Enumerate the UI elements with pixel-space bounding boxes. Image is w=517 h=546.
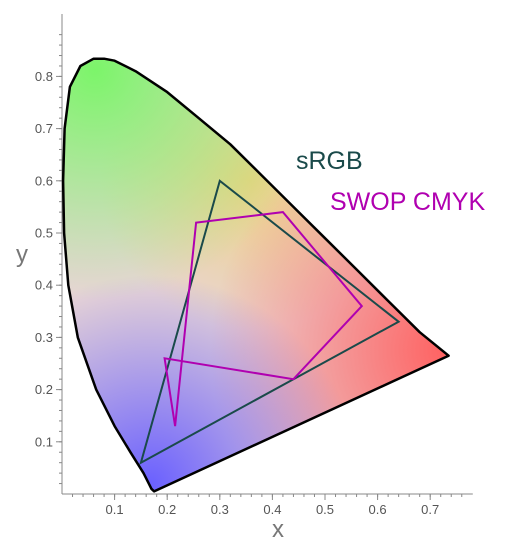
series-label-swop-cmyk: SWOP CMYK (330, 188, 485, 216)
x-axis-title: x (272, 516, 284, 543)
spectral-locus-line (61, 57, 450, 493)
y-axis-title: y (16, 241, 28, 268)
labels: x y sRGB SWOP CMYK (16, 147, 485, 543)
x-tick-label: 0.4 (263, 502, 281, 517)
y-tick-label: 0.1 (35, 434, 53, 449)
gamut-polygon-swop-cmyk (163, 211, 364, 427)
gamut-series (139, 179, 401, 465)
y-tick-label: 0.3 (35, 330, 53, 345)
y-tick-label: 0.2 (35, 382, 53, 397)
y-tick-label: 0.6 (35, 173, 53, 188)
x-tick-label: 0.5 (316, 502, 334, 517)
y-tick-label: 0.7 (35, 121, 53, 136)
axes: 0.1 0.2 0.3 0.4 0.5 0.6 0.7 0.1 0.2 0.3 0.4 0.5 0.6 0… (35, 14, 473, 517)
x-tick-label: 0.2 (158, 502, 176, 517)
series-label-srgb: sRGB (296, 147, 363, 175)
y-tick-label: 0.8 (35, 69, 53, 84)
x-tick-label: 0.6 (369, 502, 387, 517)
x-tick-label: 0.7 (421, 502, 439, 517)
gamut-polygon-srgb (139, 179, 401, 465)
x-tick-label: 0.3 (211, 502, 229, 517)
y-tick-label: 0.5 (35, 226, 53, 241)
spectral-locus-outline (61, 57, 450, 493)
y-tick-label: 0.4 (35, 278, 53, 293)
x-tick-label: 0.1 (106, 502, 124, 517)
